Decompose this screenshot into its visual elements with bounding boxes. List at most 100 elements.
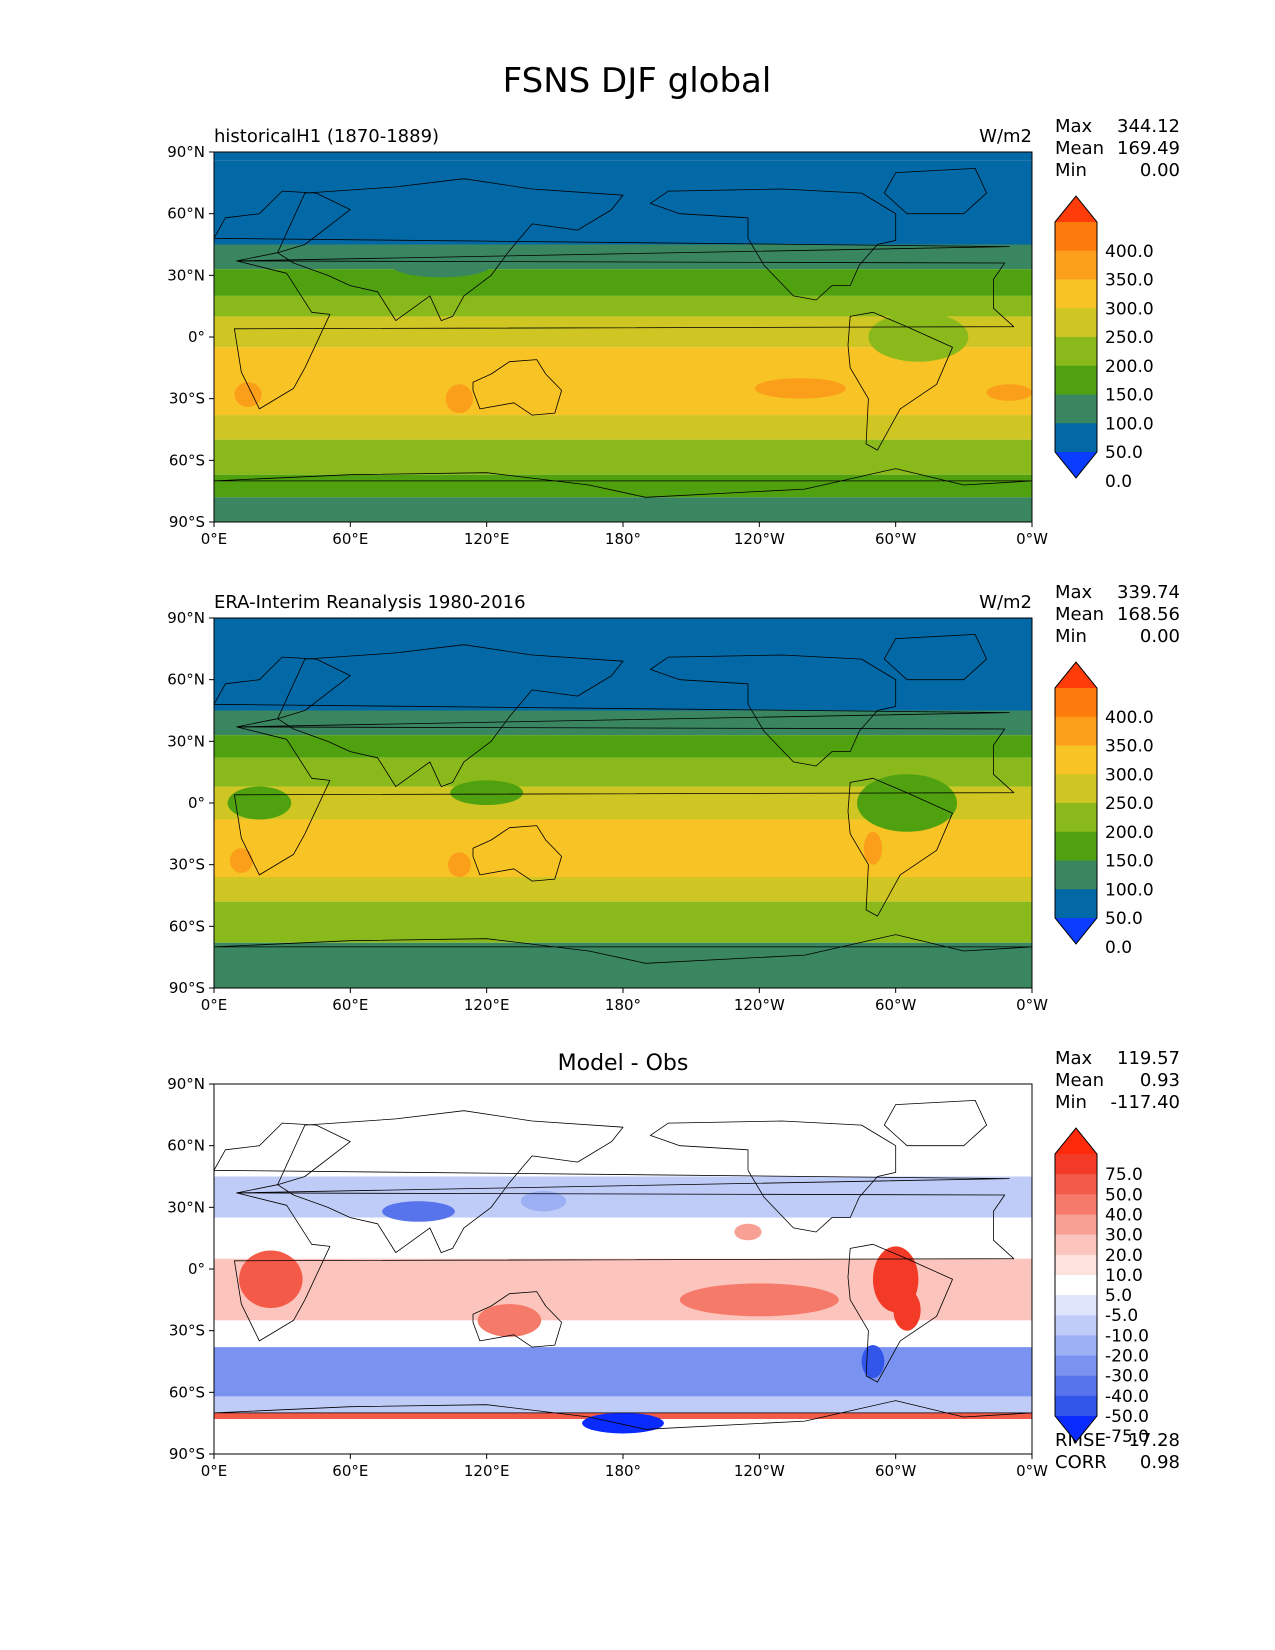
anomaly-region-8: [861, 1345, 885, 1378]
stat-value-min: -117.40: [1111, 1092, 1180, 1113]
y-tick-label: 90°N: [167, 143, 205, 161]
colorbar-segment: [1055, 1315, 1097, 1336]
colorbar: 400.0 350.0 300.0 250.0 200.0 150.0 100.0 50.0 0…: [1054, 195, 1154, 492]
stat-label-min: Min: [1055, 626, 1087, 647]
coastline-3: [472, 359, 562, 416]
coastline-2: [277, 1110, 624, 1253]
anomaly-region-5: [450, 780, 524, 806]
zonal-band-8: [214, 439, 1032, 475]
stat-value-rmse: 17.28: [1128, 1430, 1180, 1451]
anomaly-region-4: [868, 312, 969, 362]
anomaly-region-1: [448, 852, 471, 878]
panel-units: W/m2: [979, 126, 1032, 147]
y-tick-label: 90°N: [167, 1075, 205, 1093]
anomaly-region-0: [229, 848, 253, 873]
colorbar-segment: [1055, 803, 1097, 833]
anomaly-region-3: [857, 774, 958, 832]
colorbar-segment: [1055, 1154, 1097, 1175]
stat-label-rmse: RMSE: [1055, 1430, 1106, 1451]
colorbar-tick-label: 350.0: [1105, 271, 1154, 291]
colorbar-extend-max: [1055, 196, 1097, 222]
colorbar-segment: [1055, 1295, 1097, 1316]
stat-value-max: 344.12: [1117, 116, 1180, 137]
colorbar-tick-label: 0.0: [1105, 938, 1132, 958]
colorbar-extend-max: [1055, 1128, 1097, 1154]
coastline-6: [883, 168, 987, 215]
colorbar-segment: [1055, 745, 1097, 775]
anomaly-region-2: [754, 378, 846, 399]
zonal-band-7: [214, 415, 1032, 440]
colorbar-tick-label: -50.0: [1105, 1407, 1149, 1427]
coastline-3: [472, 825, 562, 882]
colorbar-tick-label: 300.0: [1105, 765, 1154, 785]
colorbar-tick-label: -75.0: [1105, 1427, 1149, 1447]
x-tick-label: 0°E: [201, 1462, 228, 1480]
coastline-1: [214, 190, 1010, 262]
zonal-band-2: [214, 735, 1032, 758]
coastlines: [214, 1100, 1032, 1430]
x-tick-label: 180°: [605, 1462, 641, 1480]
coastline-1: [214, 1122, 1010, 1194]
stat-label-max: Max: [1055, 582, 1093, 603]
colorbar: 400.0 350.0 300.0 250.0 200.0 150.0 100.0 50.0 0…: [1054, 661, 1154, 958]
anomaly-region-3: [477, 1303, 542, 1337]
zonal-band-9: [214, 474, 1032, 498]
coastlines: [214, 168, 1032, 498]
coastline-0: [234, 726, 1015, 876]
stat-label-mean: Mean: [1055, 1070, 1104, 1091]
x-tick-label: 180°: [605, 996, 641, 1014]
panel-title-center: Model - Obs: [558, 1051, 689, 1076]
x-tick-label: 0°W: [1016, 996, 1048, 1014]
colorbar-segment: [1055, 1274, 1097, 1296]
colorbar-segment: [1055, 279, 1097, 309]
y-tick-label: 0°: [188, 794, 205, 812]
y-tick-label: 90°S: [169, 979, 205, 997]
x-tick-label: 0°E: [201, 996, 228, 1014]
x-tick-label: 120°E: [464, 996, 510, 1014]
coastline-6: [883, 634, 987, 681]
colorbar-tick-label: 5.0: [1105, 1286, 1132, 1306]
colorbar-outline: [1054, 195, 1098, 479]
colorbar-segment: [1055, 423, 1097, 453]
anomaly-region-4: [582, 1412, 664, 1434]
panel-title-left: historicalH1 (1870-1889): [214, 126, 439, 147]
y-tick-label: 60°S: [169, 451, 205, 469]
coastline-0: [234, 260, 1015, 410]
zonal-band-1: [214, 1176, 1032, 1218]
panel-test: historicalH1 (1870-1889) W/m2 0°E 60°E 120°E…: [167, 116, 1180, 548]
colorbar-tick-label: 350.0: [1105, 737, 1154, 757]
colorbar-tick-label: -5.0: [1105, 1306, 1138, 1326]
colorbar-segment: [1055, 250, 1097, 280]
colorbar-extend-min: [1055, 1416, 1097, 1442]
colorbar-segment: [1055, 860, 1097, 890]
x-tick-label: 0°W: [1016, 1462, 1048, 1480]
colorbar-segment: [1055, 716, 1097, 746]
colorbar-segment: [1055, 1214, 1097, 1236]
anomaly-region-2: [863, 831, 883, 865]
map-field: [214, 618, 1032, 988]
x-tick-label: 60°E: [332, 996, 368, 1014]
colorbar-segment: [1055, 308, 1097, 338]
map-field: [214, 152, 1032, 522]
anomaly-region-7: [679, 1283, 839, 1317]
colorbar-tick-label: 400.0: [1105, 242, 1154, 262]
y-tick-label: 30°N: [167, 266, 205, 284]
colorbar-tick-label: 50.0: [1105, 909, 1143, 929]
colorbar-tick-label: 100.0: [1105, 880, 1154, 900]
stat-label-min: Min: [1055, 160, 1087, 181]
coastline-7: [214, 1400, 1032, 1430]
panel-diff: Model - Obs 0°E 60°E 120°E 180° 120°W 60°W 0°W 9…: [167, 1048, 1180, 1480]
zonal-band-0: [214, 618, 1032, 711]
coastline-7: [214, 934, 1032, 964]
zonal-band-3: [214, 269, 1032, 296]
colorbar-tick-label: 250.0: [1105, 794, 1154, 814]
y-tick-label: 0°: [188, 328, 205, 346]
y-tick-label: 30°S: [169, 1322, 205, 1340]
colorbar-tick-label: 200.0: [1105, 823, 1154, 843]
colorbar-tick-label: -10.0: [1105, 1326, 1149, 1346]
x-tick-label: 60°W: [875, 530, 917, 548]
coastline-7: [214, 468, 1032, 498]
zonal-band-1: [214, 160, 1032, 245]
colorbar-segment: [1055, 774, 1097, 804]
colorbar-segment: [1055, 1234, 1097, 1256]
